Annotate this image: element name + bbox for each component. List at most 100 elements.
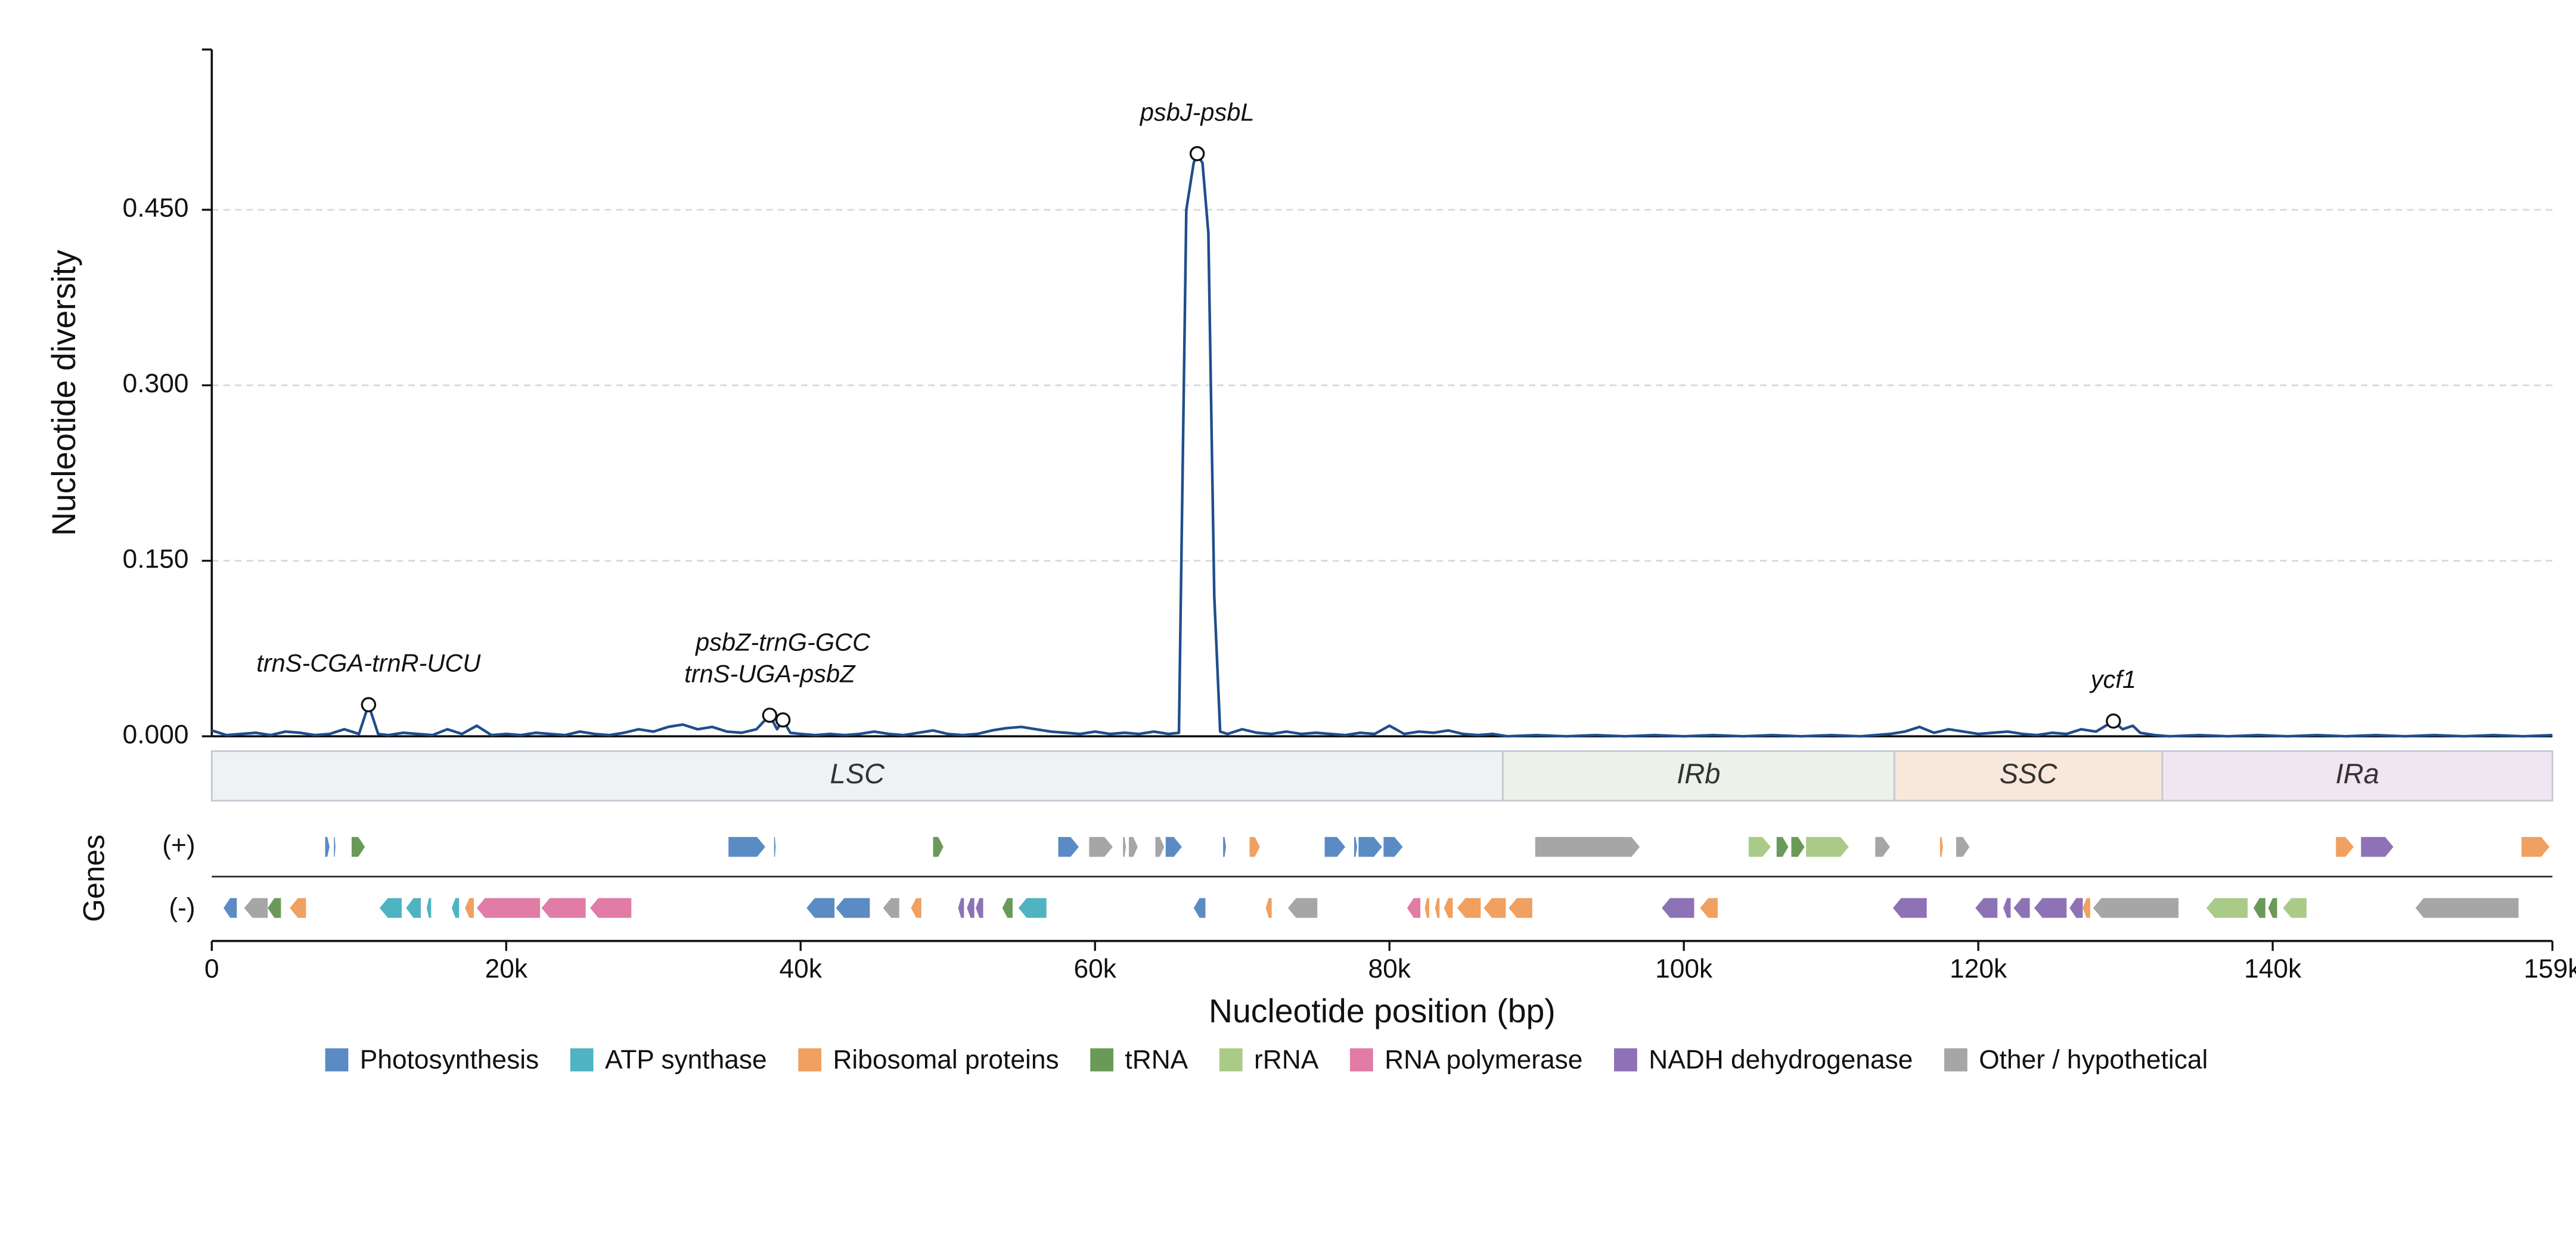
legend-label: RNA polymerase	[1385, 1045, 1582, 1074]
peak-marker	[762, 708, 778, 723]
gene	[1875, 837, 1890, 857]
legend-swatch	[1944, 1048, 1967, 1072]
gene	[1383, 837, 1403, 857]
gene	[911, 898, 921, 918]
gene	[1791, 837, 1805, 857]
gene	[1444, 898, 1453, 918]
gene	[836, 898, 870, 918]
region-label: SSC	[2000, 758, 2058, 789]
legend-label: rRNA	[1254, 1045, 1319, 1074]
peak-label: trnS-CGA-trnR-UCU	[256, 649, 481, 677]
x-tick-label: 100k	[1655, 954, 1713, 984]
x-tick-label: 120k	[1950, 954, 2007, 984]
gene	[465, 898, 474, 918]
gene	[976, 898, 983, 918]
legend-label: Ribosomal proteins	[833, 1045, 1059, 1074]
gene	[2415, 898, 2519, 918]
strand-label: (+)	[162, 830, 195, 860]
gene	[1776, 837, 1789, 857]
legend-swatch	[570, 1048, 594, 1072]
gene	[933, 837, 944, 857]
x-tick-label: 80k	[1368, 954, 1411, 984]
gene	[1435, 898, 1440, 918]
x-axis-label: Nucleotide position (bp)	[1209, 993, 1556, 1029]
gene	[2069, 898, 2083, 918]
gene	[1407, 898, 1421, 918]
region-band	[1502, 750, 1895, 802]
gene	[1806, 837, 1849, 857]
x-tick-label: 40k	[780, 954, 823, 984]
y-tick-label: 0.450	[123, 194, 189, 223]
peak-label: psbJ-psbL	[1139, 98, 1255, 126]
gene	[406, 898, 421, 918]
region-band	[210, 750, 1504, 802]
peak-label: ycf1	[2089, 665, 2136, 693]
gene	[2013, 898, 2030, 918]
gene	[1002, 898, 1013, 918]
gene	[1287, 898, 1318, 918]
gene	[476, 898, 541, 918]
legend-label: NADH dehydrogenase	[1649, 1045, 1913, 1074]
gene	[2082, 898, 2090, 918]
gene	[774, 837, 776, 857]
gene	[2093, 898, 2179, 918]
gene	[728, 837, 765, 857]
x-tick-label: 60k	[1074, 954, 1117, 984]
gene	[451, 898, 460, 918]
gene	[2521, 837, 2550, 857]
gene	[806, 898, 835, 918]
peak-label: trnS-UGA-psbZ	[684, 659, 856, 687]
gene	[426, 898, 432, 918]
legend-swatch	[1090, 1048, 1114, 1072]
gene	[1662, 898, 1694, 918]
gene	[1354, 837, 1357, 857]
gene	[325, 837, 330, 857]
legend-swatch	[1219, 1048, 1243, 1072]
legend-swatch	[1614, 1048, 1637, 1072]
gene	[1483, 898, 1506, 918]
gene	[1457, 898, 1481, 918]
gene	[2003, 898, 2011, 918]
peak-marker	[1189, 146, 1205, 162]
gene	[1223, 837, 1227, 857]
y-tick-label: 0.000	[123, 720, 189, 749]
gene	[883, 898, 899, 918]
peak-marker	[2106, 713, 2121, 729]
legend: Photosynthesis ATP synthase Ribosomal prot…	[325, 1045, 2208, 1074]
gene	[1535, 837, 1640, 857]
y-tick-label: 0.150	[123, 544, 189, 573]
peak-marker	[361, 697, 377, 712]
gene	[2206, 898, 2248, 918]
x-tick-label: 20k	[485, 954, 528, 984]
gene	[1089, 837, 1113, 857]
region-label: LSC	[830, 758, 886, 789]
gene	[1424, 898, 1429, 918]
gene	[1956, 837, 1970, 857]
gene	[541, 898, 586, 918]
x-tick-label: 140k	[2244, 954, 2302, 984]
gene	[2283, 898, 2307, 918]
region-label: IRa	[2335, 758, 2379, 789]
peak-marker	[775, 712, 791, 728]
y-axis-label: Nucleotide diversity	[45, 250, 82, 536]
gene	[1123, 837, 1126, 857]
gene	[2361, 837, 2394, 857]
gene	[1324, 837, 1346, 857]
gene	[379, 898, 402, 918]
gene	[1058, 837, 1079, 857]
x-tick-label: 159k	[2524, 954, 2576, 984]
gene	[1129, 837, 1138, 857]
gene	[1193, 898, 1206, 918]
gene	[1249, 837, 1260, 857]
region-label: IRb	[1677, 758, 1720, 789]
gene	[1358, 837, 1382, 857]
legend-swatch	[1349, 1048, 1373, 1072]
legend-swatch	[798, 1048, 822, 1072]
peak-label: psbZ-trnG-GCC	[694, 628, 871, 656]
y-tick-label: 0.300	[123, 369, 189, 398]
gene	[2268, 898, 2277, 918]
genes-label: Genes	[77, 835, 111, 922]
gene	[1018, 898, 1047, 918]
